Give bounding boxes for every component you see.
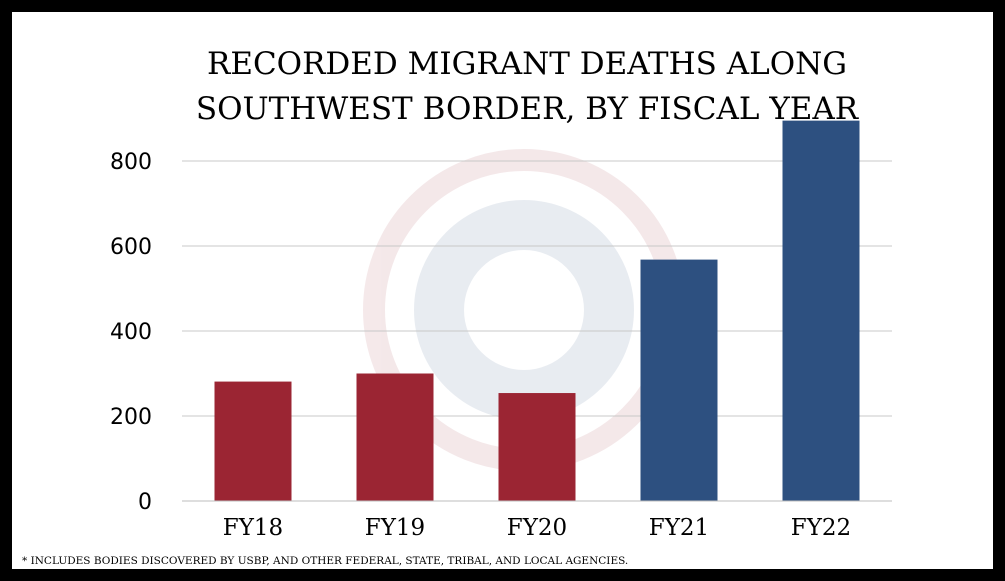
x-tick-label-fy18: FY18 xyxy=(223,515,283,541)
x-tick-label-fy20: FY20 xyxy=(507,515,567,541)
y-tick-label: 800 xyxy=(110,150,152,175)
chart-title-line-2: SOUTHWEST BORDER, BY FISCAL YEAR xyxy=(196,91,860,127)
x-axis-labels: FY18 FY19 FY20 FY21 FY22 xyxy=(223,515,851,541)
bar-fy20 xyxy=(498,393,576,501)
bar-fy19 xyxy=(356,373,434,501)
x-tick-label-fy21: FY21 xyxy=(649,515,709,541)
y-tick-label: 0 xyxy=(138,490,152,515)
y-tick-label: 600 xyxy=(110,235,152,260)
chart-panel: RECORDED MIGRANT DEATHS ALONG SOUTHWEST … xyxy=(12,12,993,569)
y-tick-label: 200 xyxy=(110,405,152,430)
chart-svg: RECORDED MIGRANT DEATHS ALONG SOUTHWEST … xyxy=(22,46,892,567)
x-tick-label-fy22: FY22 xyxy=(791,515,851,541)
bars xyxy=(214,120,860,501)
bar-fy21 xyxy=(640,259,718,501)
x-tick-label-fy19: FY19 xyxy=(365,515,425,541)
footnote: * INCLUDES BODIES DISCOVERED BY USBP, AN… xyxy=(22,555,628,567)
bar-fy22 xyxy=(782,120,860,501)
y-axis-ticks: 0 200 400 600 800 xyxy=(110,150,152,515)
chart-title-line-1: RECORDED MIGRANT DEATHS ALONG xyxy=(207,46,847,82)
bar-fy18 xyxy=(214,381,292,501)
y-tick-label: 400 xyxy=(110,320,152,345)
